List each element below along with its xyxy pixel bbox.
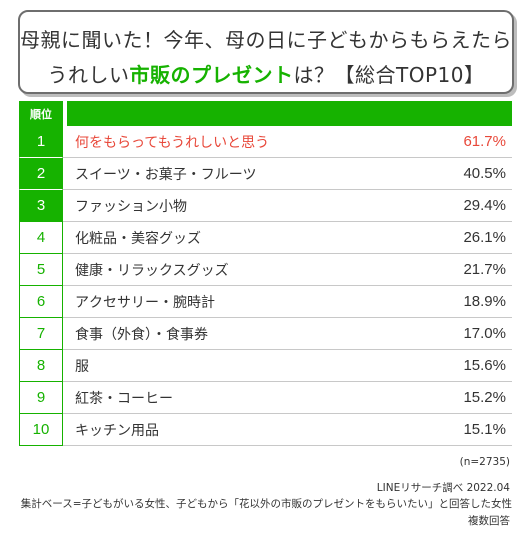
item-cell: スイーツ・お菓子・フルーツ 40.5% (63, 158, 512, 190)
item-label: 紅茶・コーヒー (75, 390, 173, 407)
header-bar (67, 101, 512, 126)
item-cell: 何をもらってもうれしいと思う 61.7% (63, 126, 512, 158)
table-row: 3 ファッション小物 29.4% (19, 190, 512, 222)
table-row: 8 服 15.6% (19, 350, 512, 382)
rank-cell: 3 (19, 190, 63, 222)
table-row: 4 化粧品・美容グッズ 26.1% (19, 222, 512, 254)
table-row: 1 何をもらってもうれしいと思う 61.7% (19, 126, 512, 158)
title-line2-post: は？【総合TOP10】 (293, 63, 485, 87)
chart-title-line2: うれしい市販のプレゼントは？【総合TOP10】 (20, 59, 512, 88)
item-cell: 化粧品・美容グッズ 26.1% (63, 222, 512, 254)
item-value: 15.2% (463, 389, 506, 406)
rank-cell: 7 (19, 318, 63, 350)
rank-cell: 10 (19, 414, 63, 446)
sample-size-note: (n=2735) (459, 456, 510, 468)
item-value: 29.4% (463, 197, 506, 214)
item-cell: アクセサリー・腕時計 18.9% (63, 286, 512, 318)
item-value: 26.1% (463, 229, 506, 246)
table-row: 6 アクセサリー・腕時計 18.9% (19, 286, 512, 318)
rank-cell: 1 (19, 126, 63, 158)
item-cell: キッチン用品 15.1% (63, 414, 512, 446)
table-row: 9 紅茶・コーヒー 15.2% (19, 382, 512, 414)
item-label: 食事（外食）・食事券 (75, 326, 208, 343)
table-row: 10 キッチン用品 15.1% (19, 414, 512, 446)
title-line2-pre: うれしい (47, 63, 130, 87)
item-label: 健康・リラックスグッズ (75, 262, 229, 279)
rank-cell: 8 (19, 350, 63, 382)
base-note: 集計ベース=子どもがいる女性、子どもから「花以外の市販のプレゼントをもらいたい」… (20, 498, 512, 510)
item-value: 40.5% (463, 165, 506, 182)
chart-title-line1: 母親に聞いた！今年、母の日に子どもからもらえたら (20, 28, 512, 52)
item-cell: 服 15.6% (63, 350, 512, 382)
rank-cell: 9 (19, 382, 63, 414)
item-label: 服 (75, 358, 89, 375)
title-box: 母親に聞いた！今年、母の日に子どもからもらえたら うれしい市販のプレゼントは？【… (18, 10, 514, 94)
table-header-row: 順位 (19, 101, 512, 126)
item-cell: ファッション小物 29.4% (63, 190, 512, 222)
item-cell: 健康・リラックスグッズ 21.7% (63, 254, 512, 286)
ranking-table: 順位 1 何をもらってもうれしいと思う 61.7% 2 スイーツ・お菓子・フルーツ 40.… (19, 101, 512, 446)
source-note: LINEリサーチ調べ 2022.04 (376, 482, 510, 494)
rank-cell: 2 (19, 158, 63, 190)
item-label: スイーツ・お菓子・フルーツ (75, 166, 257, 183)
item-value: 17.0% (463, 325, 506, 342)
item-value: 21.7% (463, 261, 506, 278)
rank-cell: 6 (19, 286, 63, 318)
item-label: キッチン用品 (75, 422, 159, 439)
item-value: 15.1% (463, 421, 506, 438)
title-highlight: 市販のプレゼント (129, 63, 294, 87)
item-cell: 食事（外食）・食事券 17.0% (63, 318, 512, 350)
item-value: 18.9% (463, 293, 506, 310)
rank-cell: 4 (19, 222, 63, 254)
table-body: 1 何をもらってもうれしいと思う 61.7% 2 スイーツ・お菓子・フルーツ 40.5% 3… (19, 126, 512, 446)
table-row: 5 健康・リラックスグッズ 21.7% (19, 254, 512, 286)
table-row: 2 スイーツ・お菓子・フルーツ 40.5% (19, 158, 512, 190)
rank-header: 順位 (19, 101, 63, 126)
table-row: 7 食事（外食）・食事券 17.0% (19, 318, 512, 350)
item-label: 化粧品・美容グッズ (75, 230, 201, 247)
item-value: 15.6% (463, 357, 506, 374)
multiple-answer-note: 複数回答 (468, 515, 510, 527)
item-label: ファッション小物 (75, 198, 187, 215)
item-value: 61.7% (463, 133, 506, 150)
item-label: 何をもらってもうれしいと思う (75, 134, 270, 151)
item-label: アクセサリー・腕時計 (75, 294, 215, 311)
item-cell: 紅茶・コーヒー 15.2% (63, 382, 512, 414)
rank-cell: 5 (19, 254, 63, 286)
